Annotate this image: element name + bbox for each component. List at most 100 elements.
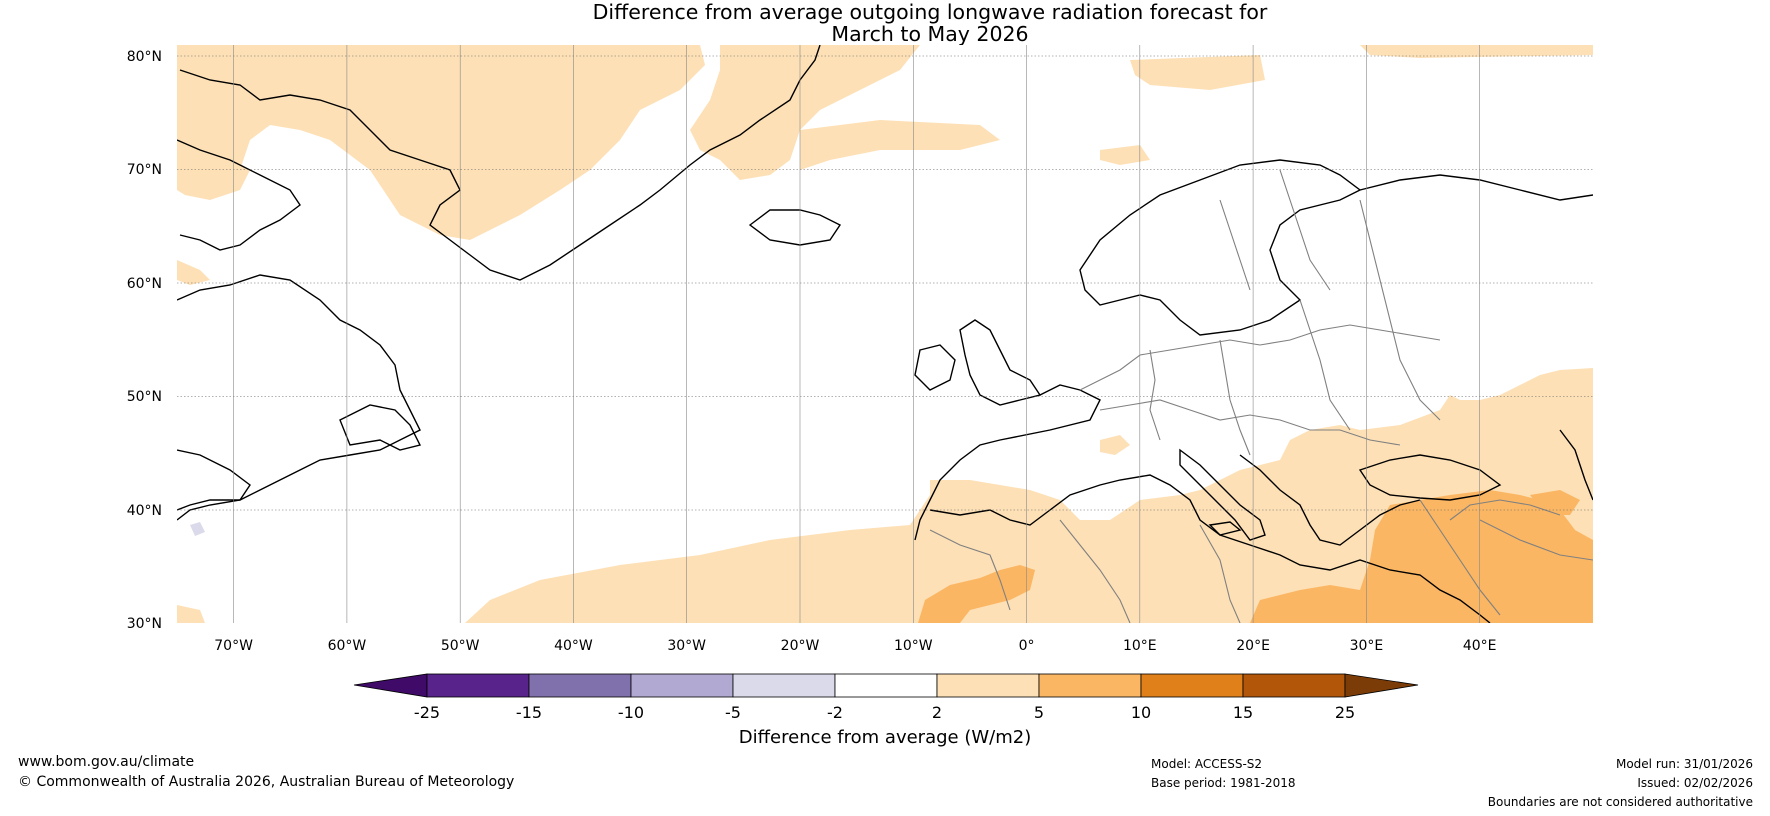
colorbar-tick: 2 xyxy=(932,703,942,722)
north-america-coast xyxy=(177,449,251,521)
lon-label-20w: 20°W xyxy=(781,638,820,654)
lat-label-70n: 70°N xyxy=(127,162,162,178)
greenland-strip-anomaly xyxy=(177,140,250,200)
map-area xyxy=(177,45,1593,623)
baffin-coast xyxy=(177,139,301,251)
colorbar-tick: -25 xyxy=(414,703,440,722)
europe-borders-1 xyxy=(1079,324,1441,391)
colorbar-tick: 10 xyxy=(1131,703,1151,722)
colorbar-segment xyxy=(936,673,1040,698)
lat-label-80n: 80°N xyxy=(127,49,162,65)
colorbar-tick: -5 xyxy=(725,703,741,722)
colorbar-tick: -15 xyxy=(516,703,542,722)
russia-north-coast xyxy=(1359,174,1593,201)
anomaly-shading-neg-2-neg-5 xyxy=(190,522,205,536)
middle-east-borders xyxy=(1419,499,1593,616)
colorbar-label: Difference from average (W/m2) xyxy=(738,727,1032,748)
colorbar-arrow-left xyxy=(353,673,428,698)
chart-title-line-1: Difference from average outgoing longwav… xyxy=(592,0,1268,24)
newfoundland-coast xyxy=(339,404,422,451)
turkey-borders xyxy=(1449,499,1561,521)
egypt-arabia-anomaly xyxy=(1375,520,1430,560)
footer-url[interactable]: www.bom.gov.au/climate xyxy=(18,754,195,770)
footer-base-period: Base period: 1981-2018 xyxy=(1151,776,1296,790)
footer-model: Model: ACCESS-S2 xyxy=(1151,757,1263,771)
africa-borders xyxy=(929,519,1241,623)
caspian-coast xyxy=(1559,429,1593,501)
arctic-north-anomaly xyxy=(690,45,920,180)
lon-label-10w: 10°W xyxy=(894,638,933,654)
europe-borders-2 xyxy=(1099,399,1401,446)
greenland-coast xyxy=(179,45,821,281)
country-borders xyxy=(929,169,1593,623)
colorbar-segment xyxy=(834,673,938,698)
sahara-anomaly xyxy=(918,565,1035,623)
sargasso-anomaly xyxy=(190,522,205,536)
lon-label-10e: 10°E xyxy=(1123,638,1157,654)
colorbar-tick: 25 xyxy=(1335,703,1355,722)
iberia-anomaly xyxy=(1100,435,1130,455)
graticule-longitude xyxy=(233,45,1480,623)
europe-borders-5 xyxy=(1299,299,1351,431)
colorbar-segment xyxy=(1140,673,1244,698)
anomaly-shading-2-5 xyxy=(177,45,1593,623)
longitude-labels: 70°W 60°W 50°W 40°W 30°W 20°W 10°W 0° 10… xyxy=(214,638,1496,654)
lon-label-50w: 50°W xyxy=(441,638,480,654)
norway-sea-anomaly xyxy=(800,120,1000,170)
italy-coast xyxy=(1179,448,1266,541)
balkans-coast xyxy=(1239,454,1421,546)
colorbar-segment xyxy=(630,673,734,698)
north-africa-anomaly xyxy=(465,368,1593,623)
iceland-anomaly xyxy=(1100,145,1150,165)
lon-label-40w: 40°W xyxy=(554,638,593,654)
colorbar-tick: 5 xyxy=(1034,703,1044,722)
mediterranean-coast xyxy=(929,474,1491,623)
lat-label-50n: 50°N xyxy=(127,389,162,405)
colorbar-segment xyxy=(528,673,632,698)
lon-label-30e: 30°E xyxy=(1350,638,1384,654)
colorbar-arrow-right xyxy=(1344,673,1419,698)
colorbar-segment xyxy=(1038,673,1142,698)
lon-label-30w: 30°W xyxy=(667,638,706,654)
colorbar-segment xyxy=(426,673,530,698)
colorbar-tick: -2 xyxy=(827,703,843,722)
scandinavia-coast xyxy=(1079,159,1362,336)
colorbar xyxy=(353,673,1419,698)
lon-label-0: 0° xyxy=(1019,638,1035,654)
lon-label-40e: 40°E xyxy=(1463,638,1497,654)
footer-issued: Issued: 02/02/2026 xyxy=(1637,776,1753,790)
europe-borders-3 xyxy=(1149,349,1161,441)
labrador-anomaly xyxy=(177,260,210,285)
colorbar-tick: -10 xyxy=(618,703,644,722)
lon-label-20e: 20°E xyxy=(1236,638,1270,654)
labrador-coast xyxy=(177,274,421,511)
graticule-latitude xyxy=(177,55,1593,511)
footer-disclaimer: Boundaries are not considered authoritat… xyxy=(1487,795,1753,809)
sicily-coast xyxy=(1208,521,1242,536)
lat-label-60n: 60°N xyxy=(127,276,162,292)
lon-label-70w: 70°W xyxy=(214,638,253,654)
south-west-anomaly xyxy=(177,605,205,623)
greenland-anomaly-region xyxy=(177,45,705,240)
footer-model-run: Model run: 31/01/2026 xyxy=(1615,757,1753,771)
colorbar-ticks: -25 -15 -10 -5 -2 2 5 10 15 25 xyxy=(414,703,1355,722)
svalbard-anomaly xyxy=(1130,55,1265,90)
lat-label-40n: 40°N xyxy=(127,503,162,519)
latitude-labels: 80°N 70°N 60°N 50°N 40°N 30°N xyxy=(127,49,162,632)
middle-east-anomaly xyxy=(1250,490,1593,623)
barents-anomaly xyxy=(1360,45,1593,58)
russia-borders xyxy=(1359,199,1441,421)
iceland-coast xyxy=(748,209,842,246)
black-sea-coast xyxy=(1358,454,1502,501)
colorbar-segment xyxy=(1242,673,1346,698)
ireland-coast xyxy=(914,344,956,391)
chart-title-line-2: March to May 2026 xyxy=(831,22,1029,46)
anomaly-shading-5-10 xyxy=(918,490,1593,623)
colorbar-segment xyxy=(732,673,836,698)
scandinavia-borders xyxy=(1219,169,1331,291)
lon-label-60w: 60°W xyxy=(328,638,367,654)
colorbar-tick: 15 xyxy=(1233,703,1253,722)
europe-borders-4 xyxy=(1219,339,1251,456)
footer-copyright: © Commonwealth of Australia 2026, Austra… xyxy=(18,774,515,790)
